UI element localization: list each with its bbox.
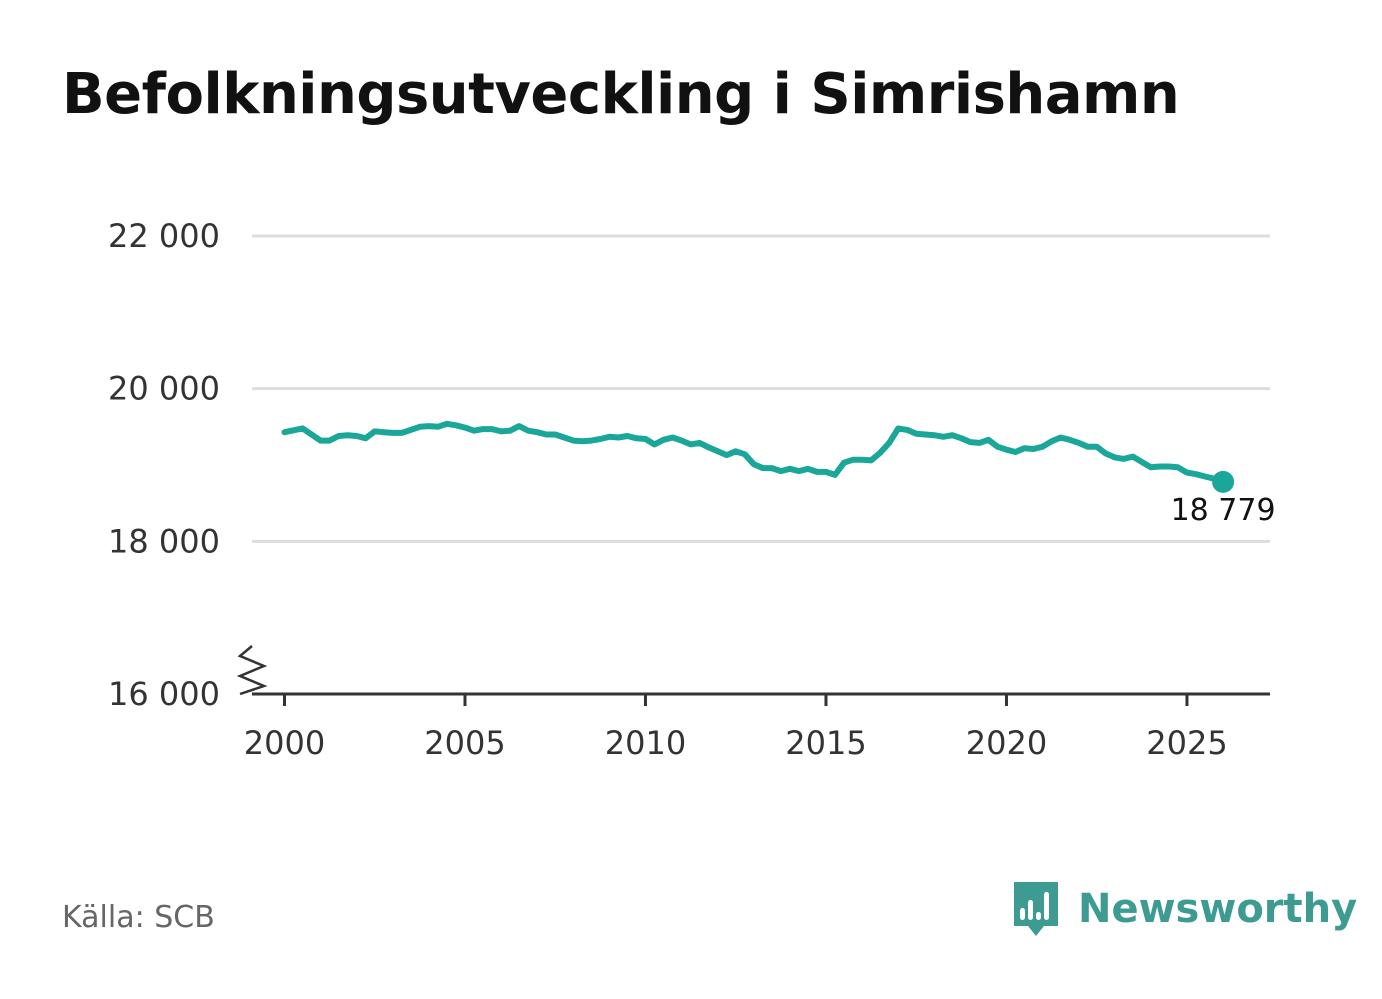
y-tick-label: 20 000 (108, 370, 220, 408)
end-point-marker (1212, 470, 1235, 493)
end-value-label: 18 779 (1171, 493, 1276, 528)
y-tick-label: 18 000 (108, 522, 220, 560)
line-chart: 16 000 18 000 20 000 22 000 2000 2005 2010 201… (108, 217, 1276, 762)
annotations: 18 779 (1171, 493, 1276, 528)
y-tick-label: 16 000 (108, 675, 220, 713)
x-axis: 2000 2005 2010 2015 2020 2025 (236, 645, 1270, 762)
brand: Newsworthy (1010, 878, 1357, 940)
source-note: Källa: SCB (62, 900, 215, 935)
x-tick-label: 2010 (605, 724, 686, 762)
brand-name: Newsworthy (1078, 886, 1358, 932)
newsworthy-logo-icon (1014, 882, 1058, 936)
series-line (281, 420, 1227, 485)
y-tick-label: 22 000 (108, 217, 220, 255)
x-tick-label: 2025 (1146, 724, 1227, 762)
series-layer (281, 420, 1235, 493)
axis-break-icon (236, 645, 268, 696)
x-tick-label: 2000 (244, 724, 325, 762)
x-tick-label: 2020 (966, 724, 1047, 762)
grid-lines (252, 234, 1270, 543)
x-tick-label: 2015 (785, 724, 866, 762)
y-axis-ticks: 16 000 18 000 20 000 22 000 (108, 217, 220, 713)
x-tick-label: 2005 (424, 724, 505, 762)
chart-title: Befolkningsutveckling i Simrishamn (62, 62, 1180, 127)
